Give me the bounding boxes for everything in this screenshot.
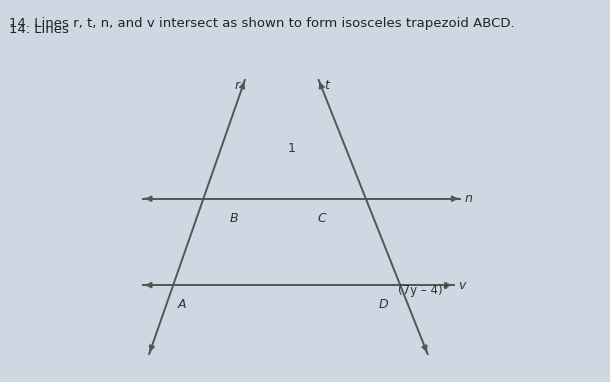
Text: A: A [178, 298, 186, 311]
Text: B: B [229, 212, 238, 225]
Text: C: C [317, 212, 326, 225]
Text: n: n [465, 192, 472, 205]
Text: (7y – 4)°: (7y – 4)° [398, 283, 448, 296]
Text: t: t [324, 79, 329, 92]
Text: 14. Lines: 14. Lines [9, 23, 73, 36]
Text: D: D [378, 298, 388, 311]
Text: 1: 1 [288, 142, 296, 155]
Text: v: v [458, 278, 465, 291]
Text: 14. Lines r, t, n, and v intersect as shown to form isosceles trapezoid ABCD.: 14. Lines r, t, n, and v intersect as sh… [9, 17, 515, 30]
Text: r: r [234, 79, 240, 92]
